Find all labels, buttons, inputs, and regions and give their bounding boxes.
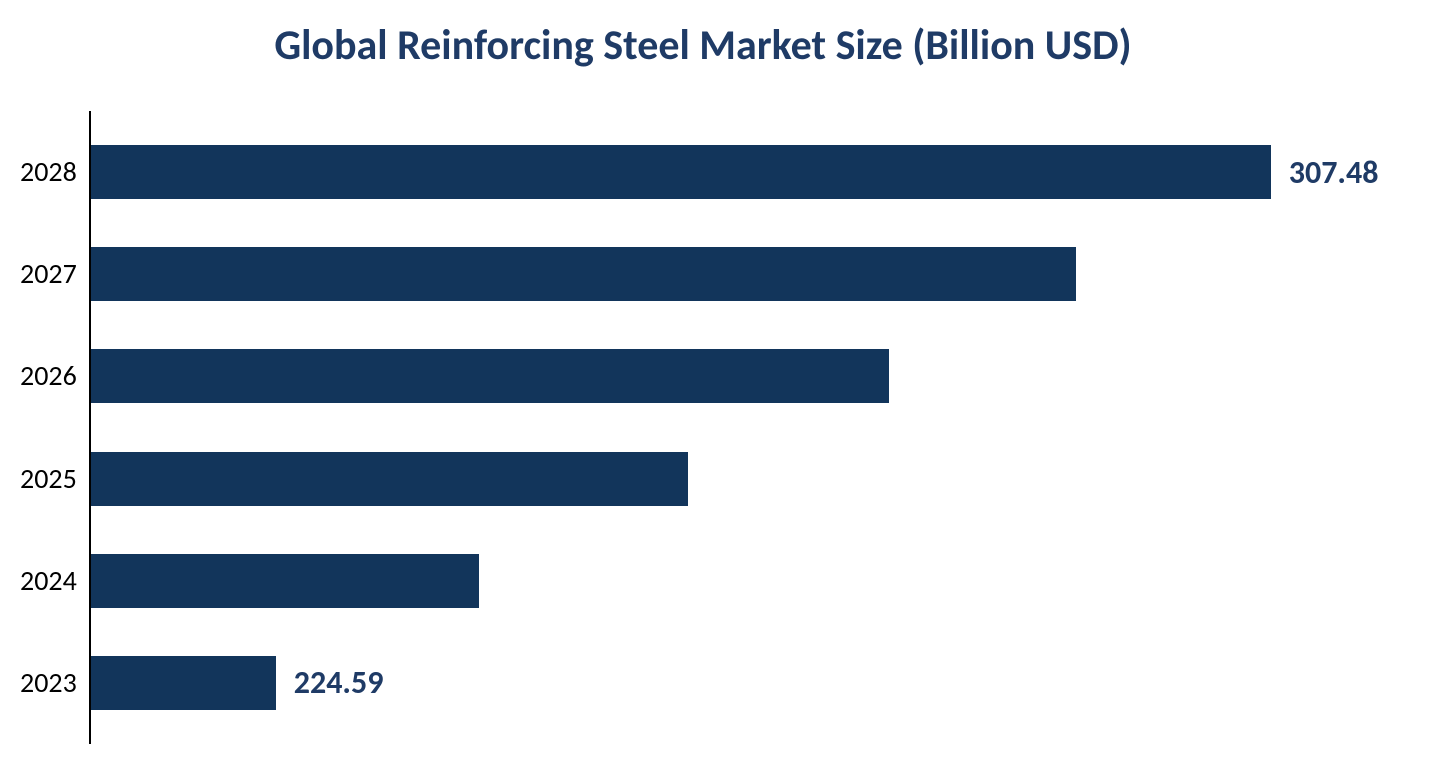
y-axis-label: 2026	[20, 349, 77, 403]
y-axis-label: 2023	[20, 656, 77, 710]
bar-row	[91, 349, 1386, 403]
y-axis-label: 2025	[20, 452, 77, 506]
bar-row: 224.59	[91, 656, 1386, 710]
bar-value-label: 307.48	[1289, 153, 1379, 192]
bar	[91, 554, 479, 608]
bar-row	[91, 452, 1386, 506]
bar	[91, 656, 276, 710]
bar	[91, 145, 1271, 199]
bar-row	[91, 554, 1386, 608]
bar-row	[91, 247, 1386, 301]
plot-area: 2028 2027 2026 2025 2024 2023 307.48 224.59	[20, 111, 1386, 744]
bar-row: 307.48	[91, 145, 1386, 199]
y-axis-label: 2024	[20, 554, 77, 608]
bar	[91, 247, 1076, 301]
bar-value-label: 224.59	[294, 663, 384, 702]
y-axis: 2028 2027 2026 2025 2024 2023	[20, 111, 89, 744]
y-axis-label: 2028	[20, 145, 77, 199]
market-size-chart: Global Reinforcing Steel Market Size (Bi…	[0, 0, 1446, 774]
bar	[91, 452, 688, 506]
chart-title: Global Reinforcing Steel Market Size (Bi…	[20, 20, 1386, 71]
bars-area: 307.48 224.59	[89, 111, 1386, 744]
bar	[91, 349, 889, 403]
y-axis-label: 2027	[20, 247, 77, 301]
